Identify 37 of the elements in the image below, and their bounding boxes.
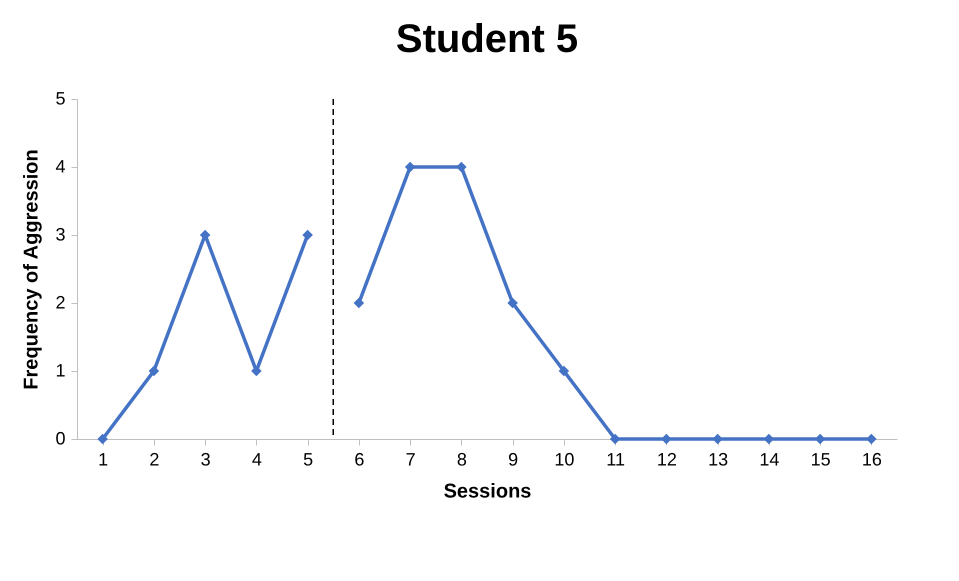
point [200, 230, 210, 240]
point [148, 366, 160, 376]
y-tick-label: 5 [55, 88, 66, 108]
point [251, 366, 262, 376]
point [456, 162, 467, 172]
x-tick-label: 10 [554, 450, 574, 470]
y-axis-title: Frequency of Aggression [20, 149, 42, 390]
point [404, 162, 416, 172]
x-tick-label: 5 [303, 450, 314, 470]
point [97, 434, 108, 444]
x-tick-label: 8 [456, 450, 467, 470]
x-tick-label: 1 [98, 450, 108, 470]
x-tick-label: 4 [252, 450, 262, 470]
point [558, 366, 570, 376]
x-axis-title: Sessions [444, 480, 532, 502]
x-tick-label: 12 [656, 450, 677, 470]
point [507, 298, 518, 308]
x-tick-label: 14 [759, 450, 780, 470]
point [610, 434, 620, 444]
y-tick-label: 4 [55, 156, 66, 176]
y-tick-label: 3 [55, 224, 66, 244]
x-tick-label: 11 [606, 450, 625, 470]
x-tick-label: 15 [810, 450, 831, 470]
point [866, 434, 877, 444]
x-tick-label: 16 [862, 450, 882, 470]
x-tick-label: 3 [200, 450, 211, 470]
x-tick-label: 9 [508, 450, 518, 470]
y-tick-label: 0 [55, 428, 66, 448]
point [302, 230, 313, 240]
chart-title: Student 5 [396, 17, 578, 61]
x-tick-label: 2 [149, 450, 160, 470]
point [354, 298, 364, 308]
y-tick-label: 1 [55, 360, 66, 380]
x-tick-label: 6 [354, 450, 364, 470]
x-tick-label: 13 [708, 450, 728, 470]
x-tick-label: 7 [406, 450, 416, 470]
y-tick-label: 2 [55, 292, 66, 312]
